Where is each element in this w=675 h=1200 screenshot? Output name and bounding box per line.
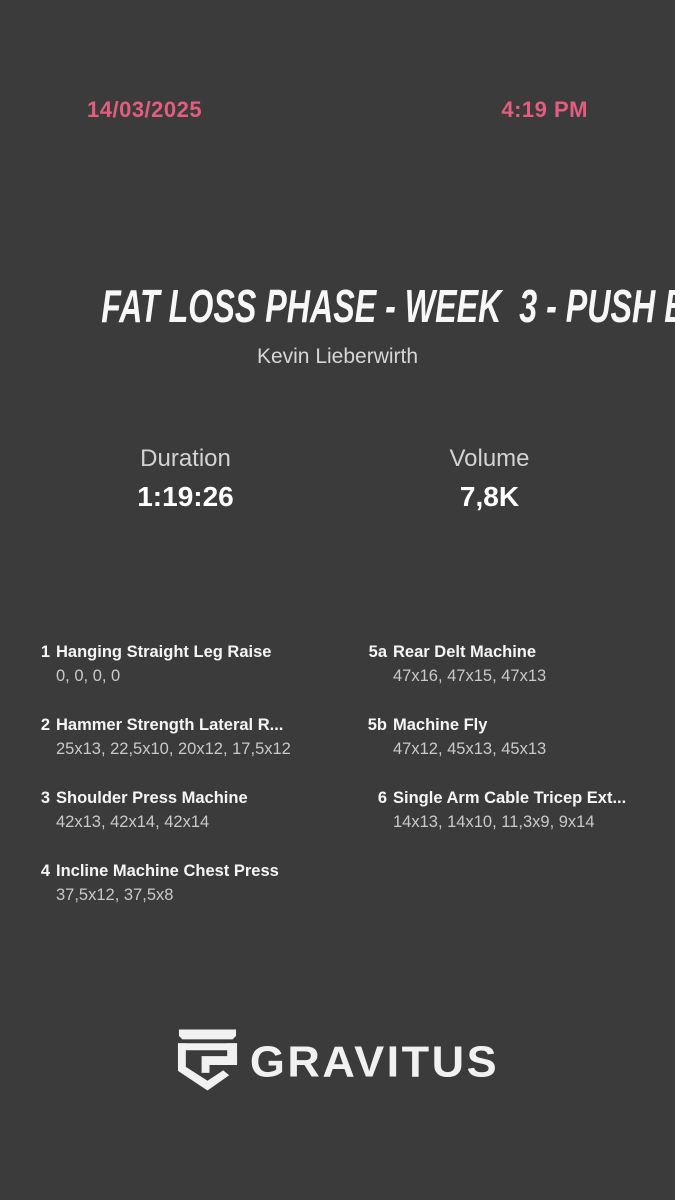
stats-row: Duration 1:19:26 Volume 7,8K xyxy=(34,445,642,513)
title-block: FAT LOSS PHASE - WEEK 3 - PUSH B Kevin L… xyxy=(0,281,675,369)
exercise-name: Single Arm Cable Tricep Ext... xyxy=(393,788,627,807)
exercise-list: 1 Hanging Straight Leg Raise 0, 0, 0, 0 … xyxy=(0,641,675,933)
exercise-column-right: 5a Rear Delt Machine 47x16, 47x15, 47x13… xyxy=(361,641,665,933)
workout-time: 4:19 PM xyxy=(501,97,588,122)
exercise-sets: 42x13, 42x14, 42x14 xyxy=(56,812,210,831)
exercise-number: 5a xyxy=(368,642,387,661)
workout-date: 14/03/2025 xyxy=(87,97,203,122)
exercise-sets: 37,5x12, 37,5x8 xyxy=(56,885,174,904)
athlete-name: Kevin Lieberwirth xyxy=(256,344,419,368)
exercise-row: 4 Incline Machine Chest Press 37,5x12, 3… xyxy=(24,860,361,907)
exercise-number: 4 xyxy=(40,861,50,880)
stat-volume-value: 7,8K xyxy=(459,480,520,512)
exercise-name: Hammer Strength Lateral R... xyxy=(56,715,284,734)
workout-title: FAT LOSS PHASE - WEEK 3 - PUSH B xyxy=(101,280,675,332)
stat-duration: Duration 1:19:26 xyxy=(34,445,338,513)
exercise-name: Hanging Straight Leg Raise xyxy=(56,642,272,661)
exercise-number: 6 xyxy=(377,788,387,807)
exercise-number: 3 xyxy=(40,788,50,807)
exercise-sets: 0, 0, 0, 0 xyxy=(56,666,121,685)
brand-wordmark: GRAVITUS xyxy=(249,1036,500,1086)
exercise-sets: 47x12, 45x13, 45x13 xyxy=(393,739,547,758)
stat-volume-label: Volume xyxy=(449,444,530,472)
brand-footer: GRAVITUS xyxy=(0,1029,675,1095)
stat-duration-label: Duration xyxy=(140,444,231,472)
exercise-number: 2 xyxy=(40,715,50,734)
exercise-row: 1 Hanging Straight Leg Raise 0, 0, 0, 0 xyxy=(24,641,361,688)
exercise-number: 5b xyxy=(367,715,387,734)
exercise-column-left: 1 Hanging Straight Leg Raise 0, 0, 0, 0 … xyxy=(24,641,361,933)
exercise-name: Shoulder Press Machine xyxy=(56,788,248,807)
exercise-number: 1 xyxy=(40,642,50,661)
exercise-sets: 47x16, 47x15, 47x13 xyxy=(393,666,547,685)
exercise-name: Incline Machine Chest Press xyxy=(56,861,279,880)
stat-volume: Volume 7,8K xyxy=(338,445,642,513)
exercise-sets: 25x13, 22,5x10, 20x12, 17,5x12 xyxy=(56,739,291,758)
exercise-sets: 14x13, 14x10, 11,3x9, 9x14 xyxy=(393,812,595,831)
exercise-row: 2 Hammer Strength Lateral R... 25x13, 22… xyxy=(24,714,361,761)
header-row: 14/03/2025 4:19 PM xyxy=(0,0,675,123)
exercise-row: 5a Rear Delt Machine 47x16, 47x15, 47x13 xyxy=(361,641,665,688)
gravitus-shield-g-icon xyxy=(177,1029,237,1091)
exercise-row: 5b Machine Fly 47x12, 45x13, 45x13 xyxy=(361,714,665,761)
exercise-row: 3 Shoulder Press Machine 42x13, 42x14, 4… xyxy=(24,787,361,834)
exercise-name: Rear Delt Machine xyxy=(393,642,537,661)
exercise-row: 6 Single Arm Cable Tricep Ext... 14x13, … xyxy=(361,787,665,834)
stat-duration-value: 1:19:26 xyxy=(137,480,234,512)
exercise-name: Machine Fly xyxy=(393,715,488,734)
